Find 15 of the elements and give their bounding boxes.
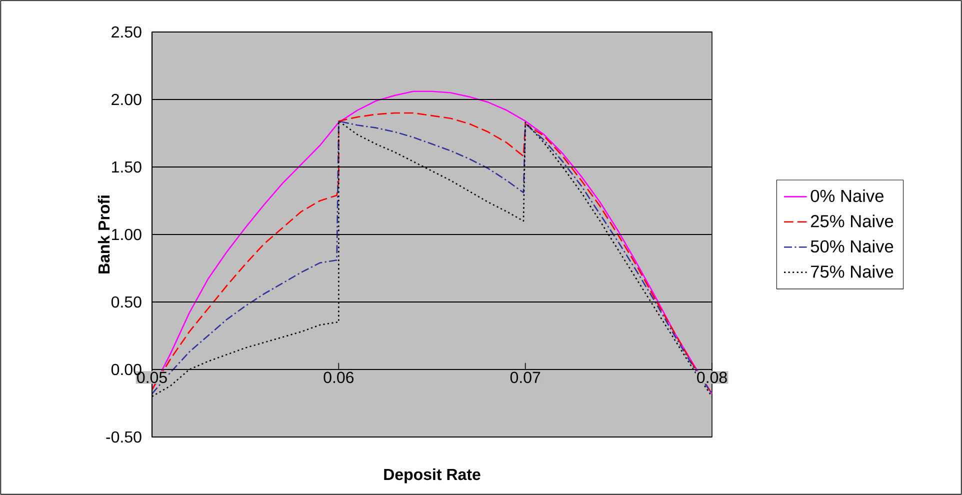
y-tick-label: 1.00 [112, 228, 142, 240]
y-tick-label: 0.50 [111, 296, 142, 308]
y-tick-label: 2.50 [112, 26, 142, 38]
legend-label: 0% Naive [810, 189, 884, 202]
y-tick-label: 2.00 [112, 94, 142, 106]
legend-label: 25% Naive [810, 214, 894, 228]
legend-label: 75% Naive [811, 265, 894, 278]
y-axis-title: Bank Profi [98, 196, 110, 274]
x-axis-title: Deposit Rate [384, 468, 480, 484]
legend-label: 50% Naive [810, 240, 894, 253]
y-tick-label: 1.50 [112, 161, 142, 173]
x-tick-label: 0.06 [324, 372, 354, 384]
x-tick-label: 0.08 [697, 372, 727, 384]
y-tick-label: -0.50 [106, 431, 142, 443]
x-tick-label: 0.07 [510, 372, 540, 384]
